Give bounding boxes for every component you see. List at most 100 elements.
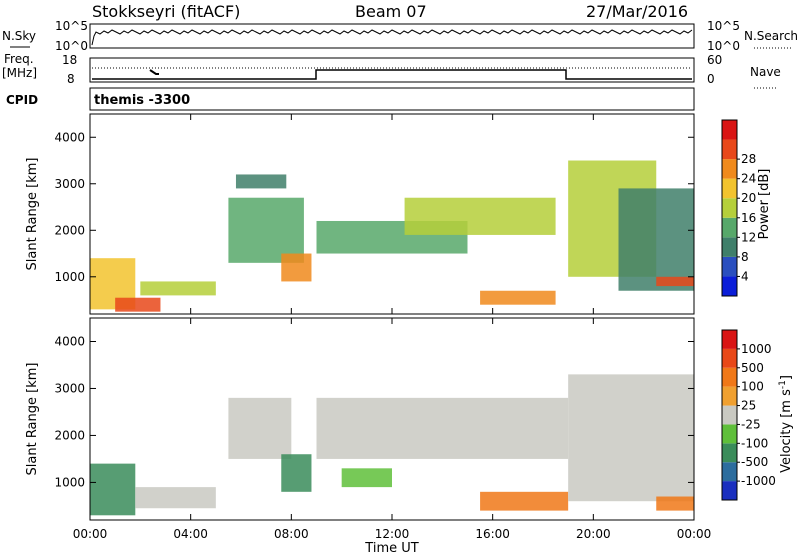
velocity-ytick-label: 3000: [54, 381, 85, 395]
velocity-echo-region: [568, 374, 694, 502]
nave-tick-bottom: 0: [707, 72, 715, 86]
power-colorbar-tick-label: 12: [741, 230, 756, 244]
cpid-value: themis -3300: [94, 93, 190, 108]
nave-tick-top: 60: [707, 53, 722, 67]
power-colorbar-frame: [721, 119, 738, 297]
nsky-tick-bottom-right: 10^0: [707, 39, 740, 53]
power-echo-region: [228, 197, 304, 263]
freq-panel-frame: [89, 57, 695, 83]
velocity-colorbar-tick-label: -1000: [741, 474, 776, 488]
velocity-echo-region: [480, 491, 569, 511]
power-panel: 1000 2000 3000 4000 Slant Range [km] 4 8 12 16…: [25, 113, 772, 315]
time-xtick-label: 00:00: [677, 527, 712, 541]
velocity-colorbar-segment: [722, 367, 737, 387]
power-colorbar-tick-label: 8: [741, 250, 749, 264]
power-echo-region: [618, 188, 694, 291]
velocity-colorbar-tick-label: 25: [741, 399, 756, 413]
freq-label: Freq.: [4, 52, 34, 66]
time-x-axis: 00:00 04:00 08:00 12:00 16:00 20:00 00:00: [73, 114, 712, 541]
velocity-echo-region: [281, 454, 312, 492]
velocity-ytick-label: 4000: [54, 334, 85, 348]
velocity-colorbar-segment: [722, 443, 737, 463]
power-ytick-label: 4000: [54, 130, 85, 144]
nsky-tick-top-left: 10^5: [55, 19, 88, 33]
power-colorbar-tick-label: 4: [741, 269, 749, 283]
velocity-colorbar-segment: [722, 462, 737, 482]
time-xtick-label: 12:00: [375, 527, 410, 541]
time-xtick-label: 04:00: [173, 527, 208, 541]
power-colorbar-segment: [722, 159, 737, 179]
velocity-colorbar-segment: [722, 405, 737, 425]
cpid-panel-frame: [89, 87, 695, 111]
nsky-label: N.Sky: [2, 29, 36, 43]
time-xlabel: Time UT: [364, 541, 418, 554]
velocity-colorbar-label-exp: -1: [778, 380, 788, 389]
velocity-colorbar-segment: [722, 386, 737, 406]
nave-label: Nave: [750, 65, 781, 79]
power-colorbar-segment: [722, 217, 737, 238]
power-colorbar-segment: [722, 256, 737, 277]
power-colorbar: 4 8 12 16 20 24 28: [721, 119, 756, 297]
power-echo-region: [480, 290, 556, 305]
velocity-colorbar-label: Velocity [m s-1]: [778, 375, 794, 473]
power-echo-layer: [90, 160, 694, 312]
velocity-echo-region: [656, 496, 694, 511]
power-colorbar-label: Power [dB]: [757, 169, 772, 240]
power-colorbar-tick-label: 20: [741, 191, 756, 205]
date-title: 27/Mar/2016: [586, 2, 688, 21]
power-colorbar-tick-label: 24: [741, 172, 756, 186]
power-colorbar-segment: [722, 276, 737, 296]
power-y-axis: 1000 2000 3000 4000: [54, 130, 694, 284]
freq-tick-bottom: 8: [67, 72, 75, 86]
freq-tick-top: 18: [62, 53, 77, 67]
velocity-colorbar-segment: [722, 348, 737, 368]
nsearch-label: N.Search: [744, 29, 798, 43]
velocity-echo-layer: [90, 374, 694, 516]
nsky-tick-bottom-left: 10^0: [55, 39, 88, 53]
nsky-tick-top-right: 10^5: [707, 19, 740, 33]
time-xtick-label: 16:00: [475, 527, 510, 541]
power-echo-region: [235, 174, 287, 189]
power-colorbar-segment: [722, 198, 737, 218]
power-echo-region: [140, 281, 216, 296]
velocity-colorbar-tick-label: -500: [741, 455, 768, 469]
power-ytick-label: 1000: [54, 270, 85, 284]
power-echo-region: [115, 297, 161, 312]
velocity-colorbar-tick-label: -25: [741, 417, 761, 431]
velocity-colorbar-tick-label: 500: [741, 361, 764, 375]
velocity-ytick-label: 2000: [54, 428, 85, 442]
velocity-colorbar-segment: [722, 330, 737, 349]
velocity-colorbar-segment: [722, 481, 737, 500]
velocity-echo-region: [341, 468, 392, 488]
power-ytick-label: 2000: [54, 223, 85, 237]
freq-blip: [149, 69, 159, 75]
velocity-colorbar-tick-label: -100: [741, 436, 768, 450]
cpid-label: CPID: [6, 93, 38, 107]
station-title: Stokkseyri (fitACF): [92, 2, 240, 21]
time-xtick-label: 20:00: [576, 527, 611, 541]
power-colorbar-segment: [722, 120, 737, 140]
velocity-echo-region: [90, 463, 136, 516]
freq-trace: [92, 69, 692, 80]
power-ytick-label: 3000: [54, 177, 85, 191]
power-colorbar-segment: [722, 178, 737, 199]
power-echo-region: [656, 276, 694, 287]
velocity-colorbar-frame: [721, 329, 738, 501]
beam-title: Beam 07: [355, 2, 427, 21]
velocity-colorbar-tick-label: 1000: [741, 342, 772, 356]
nsky-trace: [91, 29, 693, 46]
power-echo-region: [404, 197, 556, 235]
velocity-colorbar-segment: [722, 424, 737, 444]
nsky-panel-frame: [89, 23, 695, 49]
velocity-echo-region: [228, 397, 292, 459]
velocity-colorbar: 1000 500 100 25 -25 -100 -500 -1000: [721, 329, 776, 501]
power-colorbar-tick-label: 16: [741, 211, 756, 225]
velocity-echo-region: [316, 397, 569, 459]
velocity-panel: 1000 2000 3000 4000 Slant Range [km] 1000 50…: [25, 317, 794, 521]
power-colorbar-segment: [722, 237, 737, 257]
power-ylabel: Slant Range [km]: [25, 158, 40, 271]
velocity-ylabel: Slant Range [km]: [25, 363, 40, 476]
power-colorbar-segment: [722, 139, 737, 160]
power-echo-region: [281, 253, 312, 282]
